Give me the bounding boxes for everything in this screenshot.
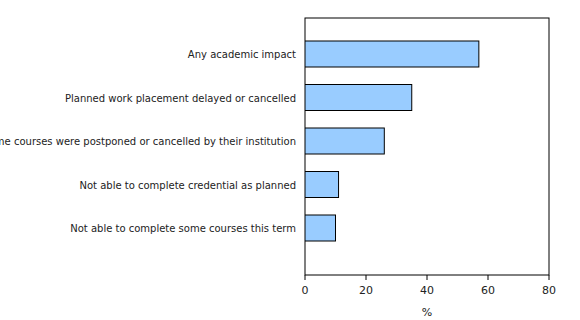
bar	[305, 41, 479, 67]
tick-label: 0	[302, 284, 309, 297]
tick-label: 20	[359, 284, 373, 297]
bars	[305, 41, 479, 241]
bar	[305, 172, 339, 198]
tick-label: 80	[542, 284, 556, 297]
tick-mark	[427, 275, 428, 280]
tick-label: 40	[420, 284, 434, 297]
category-label: Not able to complete some courses this t…	[70, 223, 296, 234]
category-label: Planned work placement delayed or cancel…	[65, 93, 296, 104]
tick-mark	[488, 275, 489, 280]
tick-mark	[549, 275, 550, 280]
bar	[305, 85, 412, 111]
bar	[305, 128, 384, 154]
tick-label: 60	[481, 284, 495, 297]
category-label: Not able to complete credential as plann…	[80, 180, 297, 191]
bar	[305, 215, 336, 241]
category-label: Some courses were postponed or cancelled…	[0, 136, 296, 147]
tick-mark	[305, 275, 306, 280]
chart: Any academic impact Planned work placemen…	[0, 0, 580, 320]
axis-label: %	[422, 306, 432, 319]
tick-mark	[366, 275, 367, 280]
category-label: Any academic impact	[188, 49, 296, 60]
plot-frame	[305, 18, 549, 275]
